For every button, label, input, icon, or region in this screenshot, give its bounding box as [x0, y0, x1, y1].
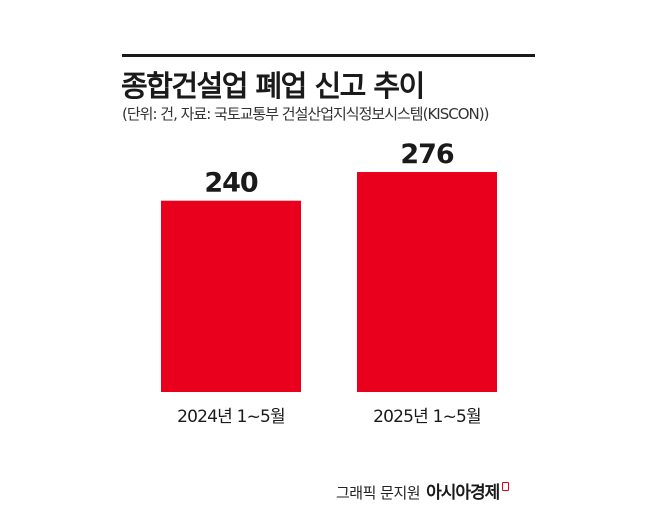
value-label-2: 276	[400, 139, 454, 170]
graphic-credit: 그래픽 문지원	[336, 484, 421, 502]
credit-line: 그래픽 문지원 아시아경제	[336, 478, 510, 503]
chart-subtitle: (단위: 건, 자료: 국토교통부 건설산업지식정보시스템(KISCON))	[122, 105, 489, 123]
chart-title: 종합건설업 폐업 신고 추이	[121, 69, 425, 103]
category-label-1: 2024년 1~5월	[177, 407, 285, 427]
brand-corner-icon	[502, 482, 510, 491]
publisher-logo-text: 아시아경제	[426, 483, 500, 503]
header-rule	[122, 54, 535, 57]
value-label-1: 240	[204, 168, 258, 199]
category-label-2: 2025년 1~5월	[373, 407, 481, 427]
bar-2	[357, 172, 497, 392]
bar-1	[161, 200, 301, 392]
